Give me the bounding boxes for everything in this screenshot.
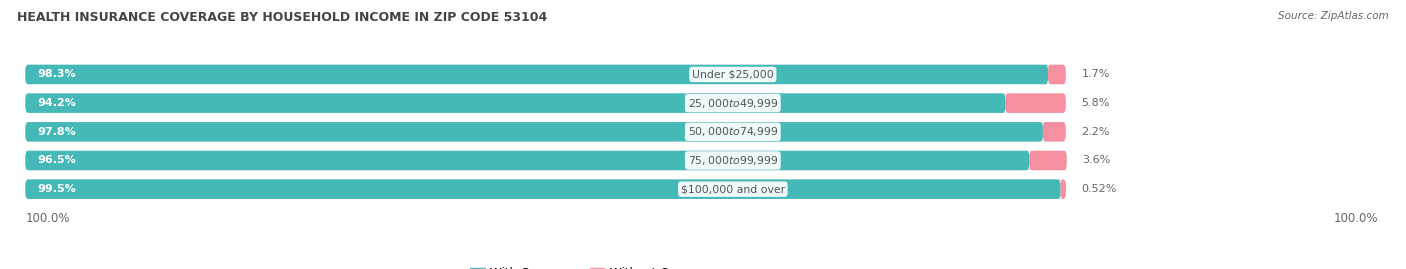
Text: 0.52%: 0.52% [1081, 184, 1116, 194]
Text: $50,000 to $74,999: $50,000 to $74,999 [688, 125, 778, 138]
Text: $25,000 to $49,999: $25,000 to $49,999 [688, 97, 778, 110]
FancyBboxPatch shape [25, 65, 1066, 84]
FancyBboxPatch shape [1047, 65, 1066, 84]
FancyBboxPatch shape [25, 179, 1066, 199]
FancyBboxPatch shape [1029, 151, 1067, 170]
Text: 94.2%: 94.2% [38, 98, 77, 108]
Text: Source: ZipAtlas.com: Source: ZipAtlas.com [1278, 11, 1389, 21]
FancyBboxPatch shape [25, 93, 1066, 113]
Legend: With Coverage, Without Coverage: With Coverage, Without Coverage [465, 263, 721, 269]
FancyBboxPatch shape [25, 179, 1060, 199]
Text: 2.2%: 2.2% [1081, 127, 1109, 137]
Text: 3.6%: 3.6% [1083, 155, 1111, 165]
Text: 99.5%: 99.5% [38, 184, 76, 194]
Text: 100.0%: 100.0% [1333, 211, 1378, 225]
Text: $100,000 and over: $100,000 and over [681, 184, 785, 194]
FancyBboxPatch shape [25, 151, 1029, 170]
FancyBboxPatch shape [25, 122, 1066, 141]
Text: HEALTH INSURANCE COVERAGE BY HOUSEHOLD INCOME IN ZIP CODE 53104: HEALTH INSURANCE COVERAGE BY HOUSEHOLD I… [17, 11, 547, 24]
FancyBboxPatch shape [25, 122, 1043, 141]
FancyBboxPatch shape [25, 65, 1047, 84]
Text: Under $25,000: Under $25,000 [692, 69, 773, 79]
FancyBboxPatch shape [25, 151, 1066, 170]
Text: 97.8%: 97.8% [38, 127, 76, 137]
Text: 98.3%: 98.3% [38, 69, 76, 79]
Text: 1.7%: 1.7% [1081, 69, 1109, 79]
Text: $75,000 to $99,999: $75,000 to $99,999 [688, 154, 778, 167]
FancyBboxPatch shape [25, 93, 1005, 113]
Text: 96.5%: 96.5% [38, 155, 76, 165]
FancyBboxPatch shape [1005, 93, 1066, 113]
FancyBboxPatch shape [1043, 122, 1066, 141]
Text: 100.0%: 100.0% [25, 211, 70, 225]
Text: 5.8%: 5.8% [1081, 98, 1109, 108]
FancyBboxPatch shape [1060, 179, 1066, 199]
